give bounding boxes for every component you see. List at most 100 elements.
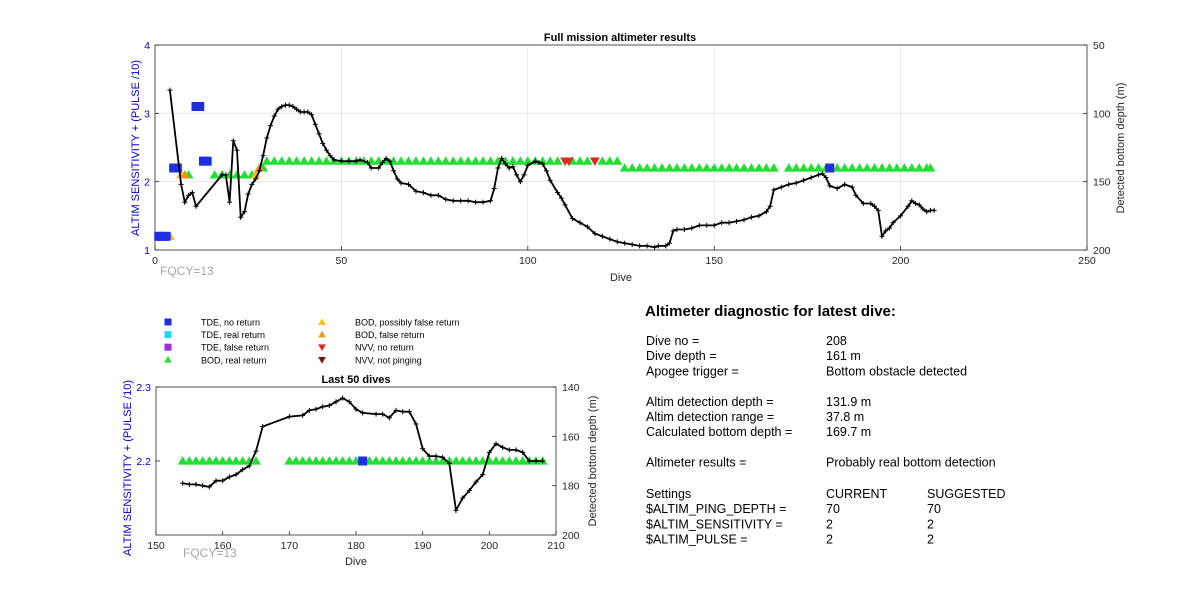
depth-point [223,172,229,178]
depth-point [249,181,255,187]
diagnostic-label: Altim detection range = [646,410,774,424]
bod-real-return-marker [575,156,585,165]
depth-point [413,188,419,194]
diagnostic-label: Apogee trigger = [646,364,739,378]
depth-point [741,217,747,223]
bod-real-return-marker [768,163,779,172]
legend-label: BOD, real return [201,355,267,365]
bod-real-return-marker [478,156,489,165]
depth-point [241,209,247,215]
tde-no-return-marker [825,163,835,173]
depth-point [834,186,840,191]
depth-point [327,153,333,159]
x-axis-label: Dive [610,272,632,284]
bod-real-return-marker [612,156,623,165]
bod-real-return-marker [209,169,220,179]
y2-tick-label: 50 [1093,40,1105,52]
bod-real-return-marker [314,156,324,165]
y2-tick-label: 100 [1093,108,1111,120]
depth-point [446,460,452,466]
bod-real-return-marker [753,163,764,172]
diagnostic-label: Altim detection depth = [646,395,774,409]
bod-real-return-marker [877,163,887,172]
legend-bod-real-return-icon [164,356,172,363]
settings-cell: 2 [826,517,833,531]
nvv-no-return-marker [563,157,574,167]
diagnostic-label: Dive no = [646,334,699,348]
settings-table: Settings CURRENT SUGGESTED $ALTIM_PING_DEPT… [646,487,1006,547]
depth-point [167,87,173,93]
bod-real-return-marker [299,156,310,165]
legend-nvv-no-return-icon [318,344,326,351]
y-tick-label: 4 [144,40,150,52]
bod-real-return-marker [491,456,501,465]
depth-point [256,168,262,174]
depth-point [499,155,505,161]
legend-bod-possibly-false-icon [318,318,326,325]
depth-point [186,192,192,198]
bod-real-return-marker [291,156,302,165]
settings-cell: 2 [826,533,833,547]
diagnostic-value: 208 [826,334,847,348]
depth-point [331,157,337,163]
depth-point [920,206,926,212]
depth-point [443,196,449,202]
bod-real-return-marker [437,456,448,465]
bod-real-return-marker [284,156,295,165]
depth-series [167,87,937,250]
x-tick-label: 50 [336,255,348,267]
bod-real-return-marker [344,456,355,465]
tde-no-return-marker [195,102,205,111]
depth-point [748,214,754,220]
bod-real-return-marker [377,456,388,465]
depth-point [238,214,244,220]
depth-point [220,478,226,484]
depth-point [913,201,919,207]
depth-point [480,199,486,205]
plot-area [154,44,1088,251]
depth-point [823,175,829,181]
depth-point [253,448,259,454]
bod-real-return-marker [463,156,474,165]
depth-point [206,484,212,490]
depth-point [711,222,717,228]
depth-point [514,172,520,178]
bod-real-return-marker [440,156,451,165]
depth-point [294,106,300,112]
depth-point [670,228,676,234]
depth-point [480,472,486,478]
diagnostic-label: Altimeter results = [646,456,746,470]
bod-real-return-marker [891,163,902,172]
depth-point [394,176,400,182]
depth-point [875,207,881,213]
depth-point [491,186,497,191]
depth-point [316,131,322,137]
depth-point [433,453,439,459]
tde-no-return-marker [161,231,171,241]
bod-real-return-marker [847,163,858,172]
x-tick-label: 0 [152,255,158,267]
last-50-dives-chart: Last 50 dives 150 160 170 180 190 200 210 2.22… [122,374,599,568]
x-tick-label: 210 [547,540,565,552]
diagnostic-title: Altimeter diagnostic for latest dive: [645,303,896,320]
depth-point [734,218,740,224]
depth-point [435,192,441,198]
depth-point [860,201,866,207]
depth-point [271,113,277,119]
depth-point [245,191,251,197]
x-tick-label: 200 [892,255,910,267]
y2-axis-label: Detected bottom depth (m) [587,396,599,527]
chart-grid [155,45,1087,250]
depth-point [868,201,874,207]
bod-real-return-marker [791,163,802,172]
depth-point [786,181,792,187]
tde-no-return-marker [172,163,182,173]
bod-real-return-marker [899,163,910,172]
depth-point [465,198,471,204]
bod-real-return-marker [832,163,843,172]
depth-point [517,179,523,185]
diagnostic-value: Bottom obstacle detected [826,364,967,378]
y2-tick-label: 200 [1093,245,1111,257]
bod-real-return-marker [331,456,341,465]
settings-cell: $ALTIM_PULSE = [646,533,748,547]
